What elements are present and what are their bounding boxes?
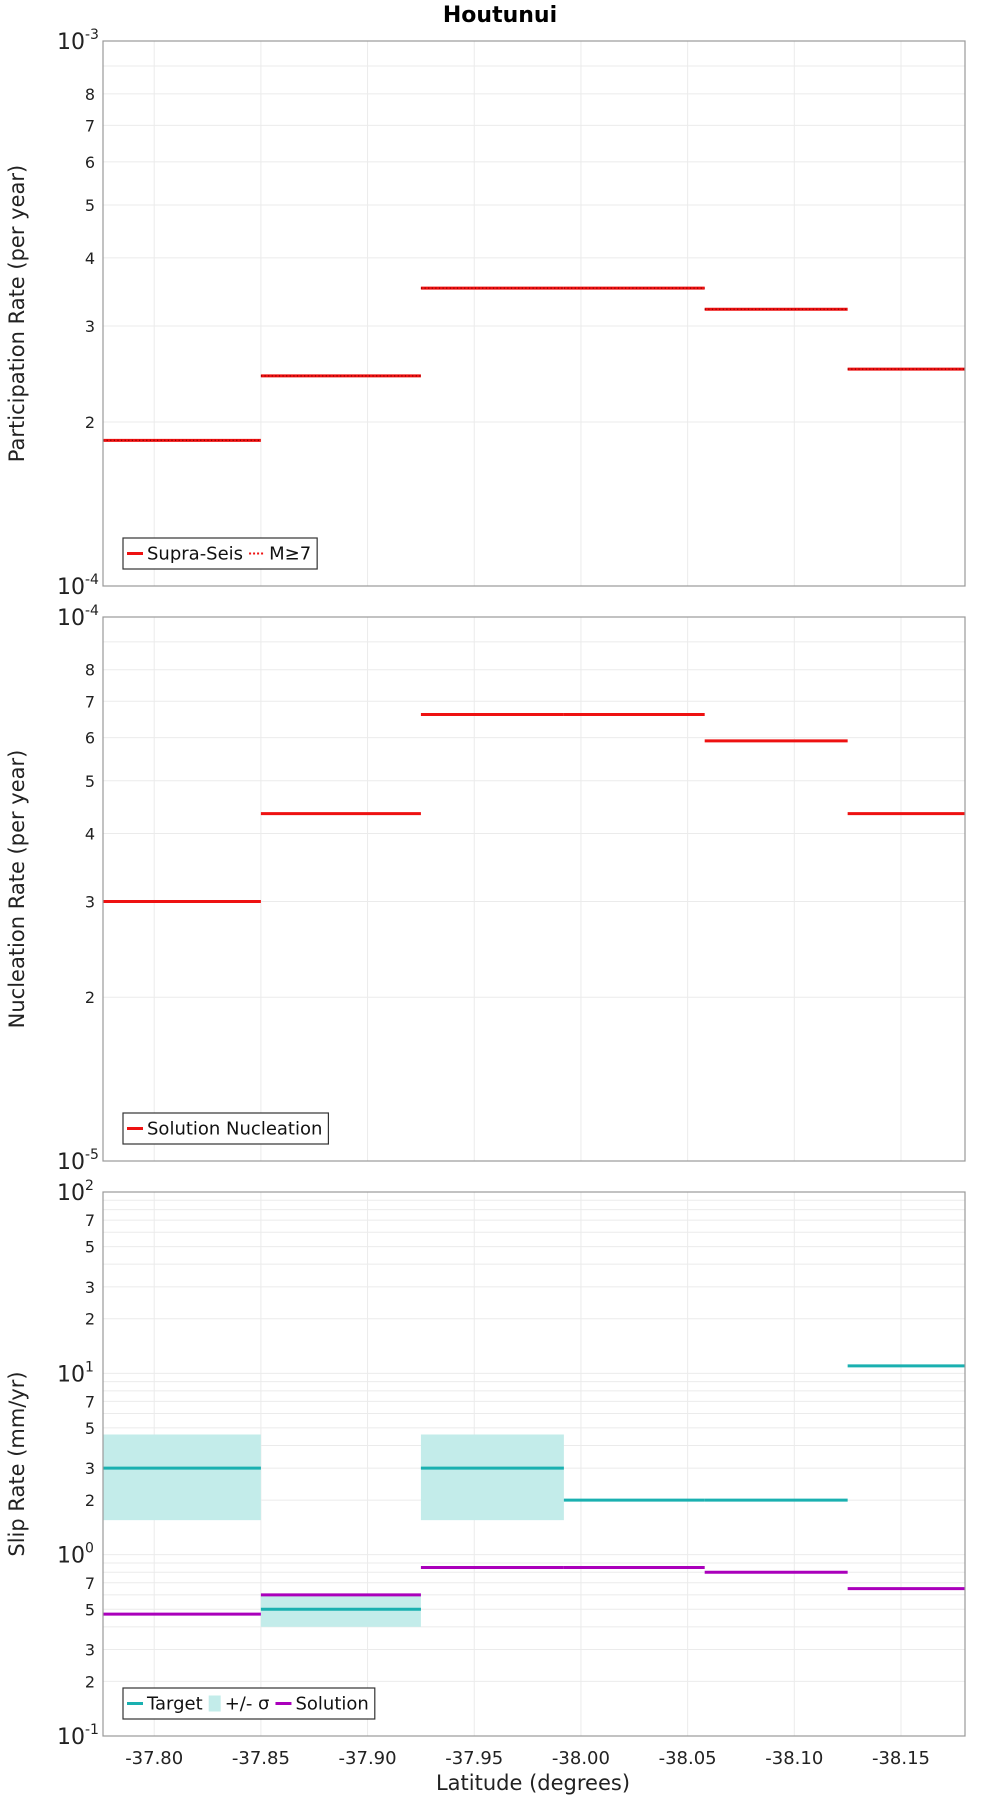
y-tick-label: 10-5	[57, 1147, 99, 1175]
y-tick-label: 5	[85, 1419, 95, 1438]
y-tick-label: 102	[57, 1178, 94, 1206]
legend-box	[122, 1687, 376, 1720]
legend-label: Supra-Seis	[147, 544, 243, 565]
y-tick-label: 3	[85, 892, 95, 911]
plot-area	[103, 41, 965, 586]
y-tick-label: 3	[85, 1640, 95, 1659]
plot-frame	[102, 40, 966, 587]
y-tick-label: 4	[85, 249, 95, 268]
legend-swatch	[208, 1695, 221, 1712]
legend-label: M≥7	[269, 544, 311, 565]
x-tick-label: -38.05	[659, 1748, 717, 1769]
x-axis-label: Latitude (degrees)	[436, 1771, 630, 1795]
legend-label: Target	[146, 1694, 203, 1715]
y-tick-label: 6	[85, 153, 95, 172]
sigma-band	[103, 1434, 261, 1521]
y-tick-label: 3	[85, 317, 95, 336]
y-tick-label: 7	[85, 1211, 95, 1230]
y-tick-label: 4	[85, 824, 95, 843]
y-tick-label: 8	[85, 661, 95, 680]
y-tick-label: 5	[85, 196, 95, 215]
y-tick-label: 101	[57, 1359, 94, 1387]
y-tick-label: 5	[85, 1238, 95, 1257]
y-axis-label: Nucleation Rate (per year)	[5, 750, 29, 1029]
y-tick-label: 2	[85, 413, 95, 432]
participation-rate-panel: 10-3 10-4 8 7 6 5 4 3 2 Participation Rate (per y…	[5, 27, 966, 600]
plot-frame	[102, 616, 966, 1162]
y-tick-label: 6	[85, 729, 95, 748]
y-tick-label: 2	[85, 988, 95, 1007]
y-tick-label: 5	[85, 1600, 95, 1619]
y-tick-label: 3	[85, 1459, 95, 1478]
legend-box	[122, 537, 318, 570]
y-tick-label: 10-1	[57, 1722, 99, 1750]
legend-box	[122, 1112, 330, 1145]
y-axis-label: Participation Rate (per year)	[5, 165, 29, 462]
chart-title: Houtunui	[443, 3, 557, 28]
nucleation-rate-panel: 10-4 10-5 8 7 6 5 4 3 2 Nucleation Rate (per year…	[5, 603, 966, 1175]
x-tick-label: -38.10	[765, 1748, 823, 1769]
slip-rate-panel: 102 101 100 10-1 7 5 3 2 7 5 3 2 7 5 3 2 Slip Rate (mm/y…	[5, 1178, 966, 1769]
x-tick-label: -37.90	[339, 1748, 397, 1769]
y-tick-label: 10-4	[57, 572, 99, 600]
legend-label: +/- σ	[225, 1694, 270, 1715]
x-tick-label: -38.00	[552, 1748, 610, 1769]
y-tick-label: 2	[85, 1310, 95, 1329]
x-tick-label: -37.85	[232, 1748, 290, 1769]
y-axis-label: Slip Rate (mm/yr)	[5, 1371, 29, 1556]
y-tick-label: 2	[85, 1491, 95, 1510]
plot-area	[103, 617, 965, 1161]
legend-label: Solution Nucleation	[147, 1119, 322, 1140]
y-tick-label: 100	[57, 1541, 94, 1569]
y-tick-label: 3	[85, 1278, 95, 1297]
y-tick-label: 7	[85, 1392, 95, 1411]
x-tick-label: -37.95	[445, 1748, 503, 1769]
sigma-band	[420, 1434, 564, 1521]
y-tick-label: 10-3	[57, 27, 99, 55]
y-tick-label: 5	[85, 772, 95, 791]
x-tick-label: -37.80	[125, 1748, 183, 1769]
x-tick-label: -38.15	[872, 1748, 930, 1769]
y-tick-label: 7	[85, 116, 95, 135]
legend-label: Solution	[295, 1694, 368, 1715]
y-tick-label: 10-4	[57, 603, 99, 631]
y-tick-label: 7	[85, 692, 95, 711]
y-tick-label: 8	[85, 85, 95, 104]
plot-frame	[102, 1191, 966, 1737]
sigma-band	[260, 1594, 421, 1627]
y-tick-label: 2	[85, 1672, 95, 1691]
y-tick-label: 7	[85, 1574, 95, 1593]
